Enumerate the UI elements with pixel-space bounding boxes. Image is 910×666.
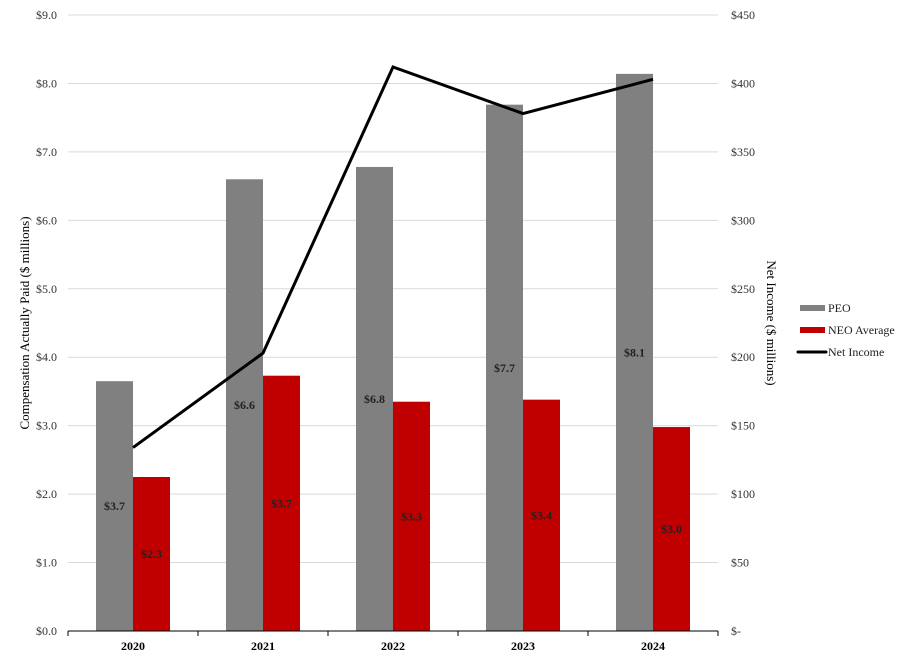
y2-tick-label: $350 [731, 145, 755, 159]
bar-neo-average [263, 375, 300, 631]
y2-tick-label: $150 [731, 419, 755, 433]
legend-swatch [800, 305, 825, 311]
y-tick-label: $1.0 [36, 556, 57, 570]
legend-label: PEO [828, 301, 851, 315]
data-label: $2.3 [141, 547, 162, 561]
bar-neo-average [393, 401, 430, 631]
data-label: $6.6 [234, 398, 255, 412]
x-tick-label: 2020 [121, 639, 145, 653]
bar-neo-average [133, 477, 170, 631]
x-tick-label: 2022 [381, 639, 405, 653]
bar-neo-average [653, 427, 690, 631]
y-tick-label: $4.0 [36, 350, 57, 364]
y2-tick-label: $50 [731, 556, 749, 570]
data-label: $3.3 [401, 509, 422, 523]
data-label: $3.0 [661, 522, 682, 536]
bar-peo [356, 166, 393, 632]
y-tick-label: $8.0 [36, 76, 57, 90]
data-label: $7.7 [494, 361, 515, 375]
y-tick-label: $3.0 [36, 419, 57, 433]
y2-tick-label: $450 [731, 8, 755, 22]
y2-axis-title: Net Income ($ millions) [764, 260, 779, 385]
legend-label: NEO Average [828, 323, 895, 337]
data-label: $3.7 [271, 496, 292, 510]
data-label: $6.8 [364, 392, 385, 406]
bar-peo [96, 381, 133, 631]
y-tick-label: $9.0 [36, 8, 57, 22]
y-tick-label: $7.0 [36, 145, 57, 159]
line-net-income [132, 65, 654, 449]
x-tick-label: 2021 [251, 639, 275, 653]
y2-tick-label: $400 [731, 76, 755, 90]
y-tick-label: $2.0 [36, 487, 57, 501]
y2-tick-label: $100 [731, 487, 755, 501]
x-tick-label: 2024 [641, 639, 665, 653]
data-label: $3.4 [531, 508, 552, 522]
data-label: $8.1 [624, 345, 645, 359]
y2-tick-label: $- [731, 624, 741, 638]
bar-peo [616, 73, 653, 631]
y2-tick-label: $200 [731, 350, 755, 364]
legend-label: Net Income [828, 345, 884, 359]
y-tick-label: $0.0 [36, 624, 57, 638]
legend-swatch [800, 327, 825, 333]
bar-peo [486, 104, 523, 631]
y-tick-label: $5.0 [36, 282, 57, 296]
data-label: $3.7 [104, 499, 125, 513]
y2-tick-label: $250 [731, 282, 755, 296]
x-tick-label: 2023 [511, 639, 535, 653]
y2-tick-label: $300 [731, 213, 755, 227]
bar-neo-average [523, 399, 560, 631]
bar-peo [226, 179, 263, 631]
y-tick-label: $6.0 [36, 213, 57, 227]
y-axis-title: Compensation Actually Paid ($ millions) [17, 216, 32, 429]
